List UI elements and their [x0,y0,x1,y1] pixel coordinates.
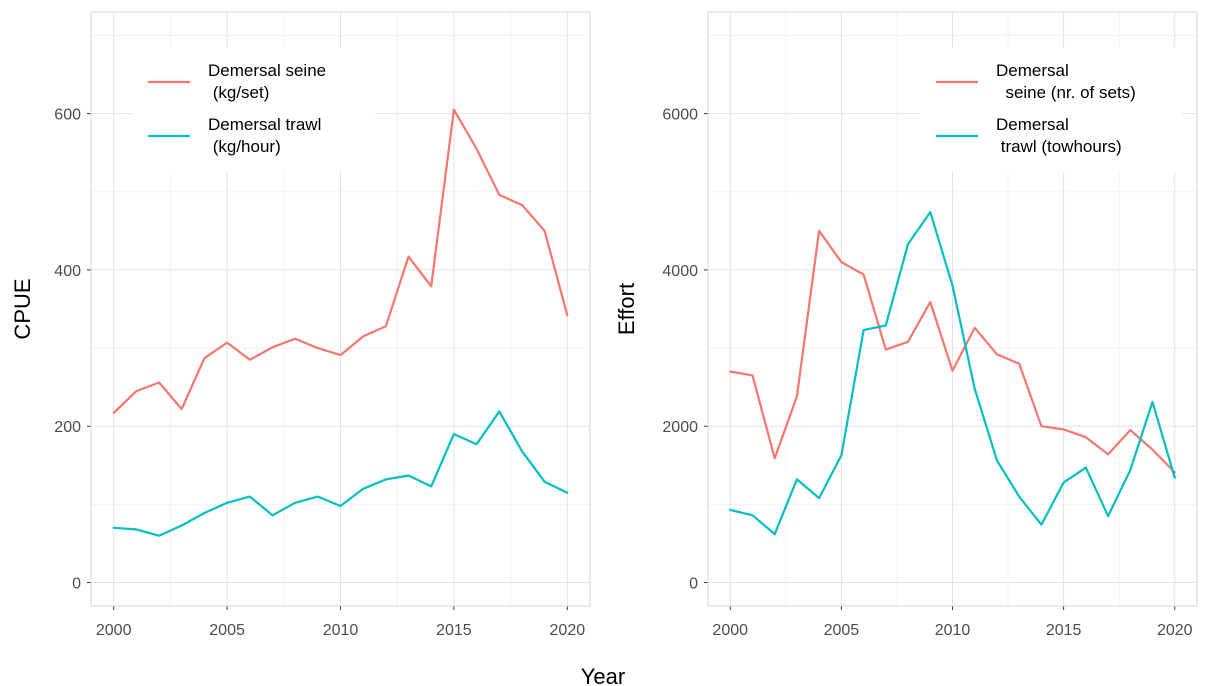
chart-1-y-tick-label: 0 [689,576,698,593]
chart-0-y-axis-title: CPUE [10,278,35,339]
chart-1-series-0-line [729,229,1176,474]
chart-1-y-axis-title: Effort [614,283,639,335]
chart-1-legend-box [920,48,1182,172]
chart-1-x-tick-label: 2005 [824,622,860,639]
chart-1-series-1-line [729,211,1176,536]
chart-0-y-tick-label: 600 [54,107,81,124]
chart-1-x-tick-label: 2015 [1046,622,1082,639]
chart-0-y-tick-label: 200 [54,419,81,436]
chart-0-x-tick-label: 2000 [96,622,132,639]
chart-0-legend-label-1: Demersal trawl (kg/hour) [208,115,321,156]
chart-0-legend-label-0: Demersal seine (kg/set) [208,61,326,102]
chart-0-x-tick-label: 2020 [550,622,586,639]
chart-0-legend-box [132,48,375,172]
cpue-panel: 2000 2005 2010 2015 2020 0 200 400 600 CPUE Demers… [10,11,591,639]
chart-1-x-tick-label: 2020 [1157,622,1193,639]
chart-0-y-tick-label: 400 [54,263,81,280]
chart-0-panel-border [90,11,591,607]
chart-1-y-tick-label: 2000 [662,419,698,436]
x-axis-title: Year [581,664,625,686]
chart-0-series-1-line [112,410,569,537]
chart-1-y-tick-label: 6000 [662,107,698,124]
chart-1-x-tick-label: 2010 [935,622,971,639]
chart-0-x-tick-label: 2010 [323,622,359,639]
chart-0-y-tick-label: 0 [72,576,81,593]
chart-0-x-tick-label: 2015 [436,622,472,639]
chart-0-x-tick-label: 2005 [209,622,245,639]
chart-1-legend-label-1: Demersal trawl (towhours) [996,115,1122,156]
chart-1-x-tick-label: 2000 [712,622,748,639]
chart-0-series-0-line [112,108,569,414]
effort-panel: 2000 2005 2010 2015 2020 0 2000 4000 6000 Effort D… [614,11,1198,639]
chart-1-y-tick-label: 4000 [662,263,698,280]
chart-1-legend-label-0: Demersal seine (nr. of sets) [996,61,1136,102]
chart-1-panel-border [707,11,1198,607]
